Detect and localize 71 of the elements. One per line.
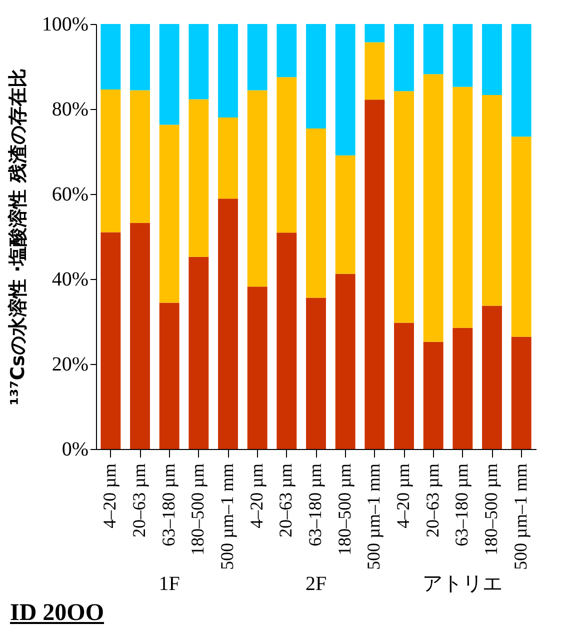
bar: [130, 222, 150, 449]
bar: [159, 302, 180, 449]
text: 2F: [305, 573, 327, 595]
bar: [394, 24, 414, 92]
x-tick-label: 63–180 µm: [158, 464, 178, 546]
x-tick-label: 500 µm–1 mm: [217, 464, 237, 570]
bar: [511, 336, 532, 449]
x-tick-label: 4–20 µm: [100, 464, 120, 528]
bar: [130, 24, 150, 90]
bar: [100, 89, 121, 232]
x-tick-label: 63–180 µm: [305, 464, 325, 546]
bar: [364, 24, 385, 42]
bar: [394, 322, 414, 449]
bar: [247, 286, 268, 449]
bar: [188, 256, 209, 449]
bar: [159, 24, 180, 125]
bar: [100, 24, 121, 90]
x-tick-label: 500 µm–1 mm: [364, 464, 384, 570]
bar: [218, 118, 238, 199]
y-tick-label: 20%: [52, 354, 88, 376]
bar: [276, 232, 297, 449]
x-tick-label: 20–63 µm: [422, 464, 442, 538]
bar: [511, 136, 532, 337]
bar: [423, 24, 444, 74]
x-tick-label: 4–20 µm: [393, 464, 413, 528]
bar: [452, 24, 473, 87]
bar: [188, 99, 209, 257]
y-tick-label: 80%: [52, 98, 88, 120]
bar: [130, 90, 150, 223]
y-axis-title: ¹³⁷Csの水溶性 ·塩酸溶性 残渣の存在比: [6, 68, 29, 406]
bar: [306, 24, 326, 129]
bar: [100, 232, 121, 449]
y-tick-label: 100%: [42, 14, 88, 36]
bar: [482, 94, 502, 306]
y-tick-label: 0%: [62, 438, 88, 460]
bar: [276, 24, 297, 78]
bar: [335, 155, 356, 274]
text: アトリエ: [422, 573, 503, 595]
text: 1F: [158, 573, 180, 595]
bar: [482, 306, 502, 449]
bar: [306, 128, 326, 298]
bar: [247, 90, 268, 287]
bar: [188, 24, 209, 100]
y-tick-label: 60%: [52, 184, 88, 206]
bar: [364, 100, 385, 449]
x-tick-label: 4–20 µm: [246, 464, 266, 528]
bar: [218, 24, 238, 118]
bar: [335, 274, 356, 449]
bar: [306, 298, 326, 449]
bar: [335, 24, 356, 156]
bar: [159, 124, 180, 303]
text: ID 20OO: [10, 600, 104, 627]
bar: [452, 328, 473, 449]
x-tick-label: 20–63 µm: [129, 464, 149, 538]
bar: [482, 24, 502, 95]
bar: [423, 342, 444, 449]
x-tick-label: 500 µm–1 mm: [510, 464, 530, 570]
x-tick-label: 180–500 µm: [481, 464, 501, 556]
bar: [364, 42, 385, 100]
x-tick-label: 180–500 µm: [188, 464, 208, 556]
bar: [452, 86, 473, 328]
x-tick-label: 63–180 µm: [452, 464, 472, 546]
x-tick-label: 20–63 µm: [276, 464, 296, 538]
x-tick-label: 180–500 µm: [334, 464, 354, 556]
y-tick-label: 40%: [52, 268, 88, 290]
bar: [394, 91, 414, 323]
bar: [247, 24, 268, 90]
bar: [218, 198, 238, 449]
bar: [423, 74, 444, 342]
bar: [276, 77, 297, 233]
bar: [511, 24, 532, 137]
